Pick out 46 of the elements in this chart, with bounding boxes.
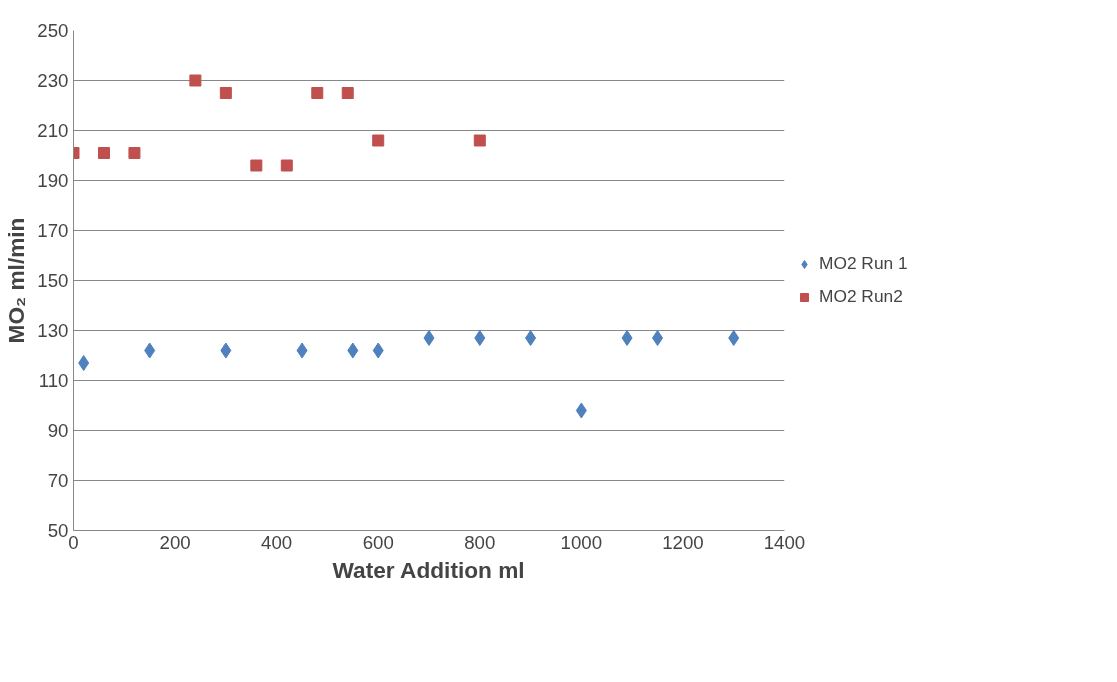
y-tick-label: 210 [37, 120, 69, 141]
y-tick-label: 170 [37, 220, 69, 241]
point [372, 342, 384, 359]
legend-label: MO2 Run 1 [819, 253, 908, 274]
y-tick-label: 50 [47, 520, 69, 541]
point [473, 134, 486, 147]
point [341, 87, 354, 99]
point [189, 74, 202, 87]
x-axis-title: Water Addition ml [332, 556, 525, 583]
x-tick-label: 800 [464, 531, 496, 553]
y-tick-label: 90 [47, 420, 69, 441]
y-tick-label: 250 [37, 20, 69, 41]
point [296, 342, 308, 359]
point [250, 159, 263, 172]
x-tick-label: 1000 [560, 531, 603, 553]
x-tick-label: 0 [68, 531, 79, 553]
y-tick-label: 70 [47, 470, 69, 491]
point [621, 330, 633, 346]
point [219, 87, 232, 99]
y-axis-title: MO₂ ml/min [3, 217, 30, 344]
point [311, 87, 324, 99]
point [78, 355, 90, 371]
y-tick-label: 190 [37, 170, 69, 191]
x-tick-label: 200 [159, 531, 191, 553]
x-tick-label: 400 [261, 531, 293, 553]
x-tick-label: 1400 [763, 531, 806, 553]
point [525, 330, 537, 346]
point [423, 330, 435, 346]
x-tick-label: 600 [362, 531, 394, 553]
point [97, 147, 110, 159]
point [347, 342, 359, 359]
y-tick-label: 130 [37, 320, 69, 341]
legend-label: MO2 Run2 [819, 286, 903, 307]
point [575, 402, 587, 419]
point [728, 330, 740, 346]
point [372, 134, 385, 147]
y-tick-label: 150 [37, 270, 69, 291]
point [652, 330, 664, 346]
point [128, 147, 141, 159]
point [144, 342, 156, 359]
y-tick-label: 230 [37, 70, 69, 91]
y-tick-label: 110 [38, 370, 69, 391]
point [474, 330, 486, 346]
x-tick-label: 1200 [662, 531, 704, 553]
point [220, 342, 232, 359]
point [280, 159, 293, 172]
